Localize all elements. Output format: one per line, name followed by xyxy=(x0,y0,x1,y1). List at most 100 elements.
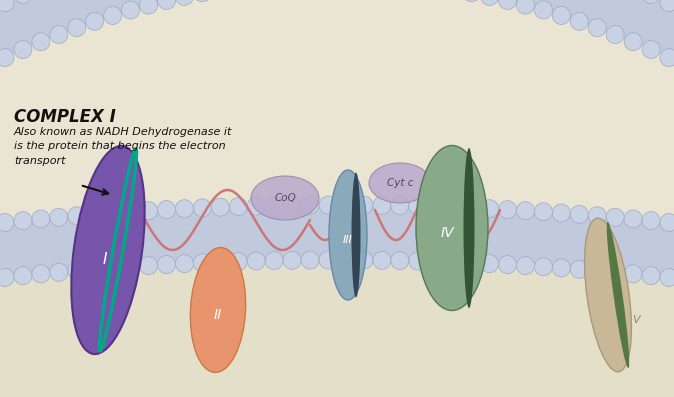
Circle shape xyxy=(86,205,104,223)
Circle shape xyxy=(588,262,606,280)
Circle shape xyxy=(121,1,140,19)
Circle shape xyxy=(193,254,212,272)
Circle shape xyxy=(175,255,193,273)
Circle shape xyxy=(534,1,553,19)
Circle shape xyxy=(283,197,301,214)
Circle shape xyxy=(14,40,32,58)
Polygon shape xyxy=(0,260,674,397)
Circle shape xyxy=(175,200,193,218)
Ellipse shape xyxy=(352,173,361,297)
Circle shape xyxy=(121,203,140,221)
Circle shape xyxy=(355,251,373,269)
Ellipse shape xyxy=(251,176,319,220)
Circle shape xyxy=(68,19,86,37)
Circle shape xyxy=(265,197,283,215)
Circle shape xyxy=(391,197,409,215)
Circle shape xyxy=(660,214,674,231)
Circle shape xyxy=(193,199,212,217)
Circle shape xyxy=(462,0,481,2)
Ellipse shape xyxy=(369,163,431,203)
Circle shape xyxy=(193,0,212,2)
Circle shape xyxy=(499,0,516,10)
Circle shape xyxy=(427,252,445,270)
Circle shape xyxy=(552,204,570,222)
Circle shape xyxy=(642,212,660,229)
Ellipse shape xyxy=(584,218,632,372)
Circle shape xyxy=(337,196,355,214)
Circle shape xyxy=(104,204,122,222)
Circle shape xyxy=(337,251,355,269)
Circle shape xyxy=(624,210,642,228)
Circle shape xyxy=(50,208,68,226)
Circle shape xyxy=(68,262,86,280)
Circle shape xyxy=(0,214,14,231)
Circle shape xyxy=(301,196,319,214)
Circle shape xyxy=(606,25,624,44)
Circle shape xyxy=(229,198,247,216)
Circle shape xyxy=(642,267,660,285)
Circle shape xyxy=(624,33,642,51)
Circle shape xyxy=(481,0,499,6)
Circle shape xyxy=(516,0,534,14)
Circle shape xyxy=(283,251,301,269)
Polygon shape xyxy=(0,0,674,223)
Circle shape xyxy=(660,49,674,67)
Circle shape xyxy=(121,258,140,276)
Circle shape xyxy=(408,197,427,215)
Circle shape xyxy=(642,40,660,58)
Circle shape xyxy=(552,259,570,277)
Circle shape xyxy=(158,200,175,219)
Circle shape xyxy=(499,200,516,219)
Circle shape xyxy=(534,258,553,276)
Text: Cyt c: Cyt c xyxy=(387,178,413,188)
Circle shape xyxy=(32,33,50,51)
Circle shape xyxy=(391,252,409,270)
Circle shape xyxy=(624,265,642,283)
Circle shape xyxy=(660,0,674,12)
Polygon shape xyxy=(0,205,674,278)
Circle shape xyxy=(481,200,499,218)
Ellipse shape xyxy=(416,145,488,310)
Text: V: V xyxy=(632,315,640,325)
Circle shape xyxy=(462,199,481,217)
Circle shape xyxy=(499,256,516,274)
Circle shape xyxy=(158,0,175,10)
Circle shape xyxy=(534,203,553,221)
Circle shape xyxy=(68,207,86,225)
Circle shape xyxy=(0,49,14,67)
Text: I: I xyxy=(102,252,107,268)
Circle shape xyxy=(408,252,427,270)
Circle shape xyxy=(516,256,534,275)
Circle shape xyxy=(570,12,588,30)
Circle shape xyxy=(32,265,50,283)
Text: III: III xyxy=(343,235,353,245)
Circle shape xyxy=(212,198,229,216)
Ellipse shape xyxy=(329,170,367,300)
Circle shape xyxy=(355,196,373,214)
Circle shape xyxy=(104,259,122,277)
Polygon shape xyxy=(0,0,674,60)
Circle shape xyxy=(373,197,391,214)
Circle shape xyxy=(158,256,175,274)
Circle shape xyxy=(247,252,266,270)
Circle shape xyxy=(462,254,481,272)
Circle shape xyxy=(86,12,104,30)
Text: II: II xyxy=(214,308,222,322)
Circle shape xyxy=(552,6,570,25)
Circle shape xyxy=(301,251,319,269)
Ellipse shape xyxy=(607,222,630,368)
Ellipse shape xyxy=(190,248,245,372)
Circle shape xyxy=(104,6,122,25)
Circle shape xyxy=(588,19,606,37)
Text: COMPLEX I: COMPLEX I xyxy=(14,108,116,126)
Circle shape xyxy=(0,0,14,12)
Circle shape xyxy=(14,212,32,229)
Circle shape xyxy=(588,207,606,225)
Circle shape xyxy=(50,25,68,44)
Circle shape xyxy=(14,0,32,4)
Circle shape xyxy=(265,252,283,270)
Circle shape xyxy=(606,263,624,281)
Text: CoQ: CoQ xyxy=(274,193,296,203)
Polygon shape xyxy=(0,0,674,5)
Circle shape xyxy=(445,253,462,271)
